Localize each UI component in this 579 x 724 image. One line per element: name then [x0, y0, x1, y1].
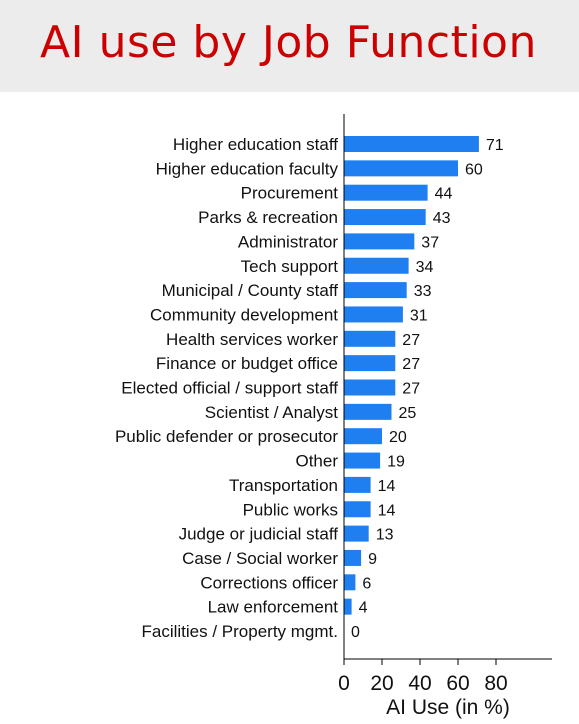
- x-axis-label: AI Use (in %): [386, 696, 510, 719]
- x-tick-label: 40: [408, 672, 431, 695]
- category-label: Procurement: [241, 184, 339, 203]
- bar: [344, 306, 403, 323]
- category-label: Higher education faculty: [156, 159, 339, 178]
- bar: [344, 184, 428, 201]
- x-tick-label: 60: [446, 672, 469, 695]
- bar: [344, 501, 371, 518]
- value-label: 27: [402, 381, 420, 398]
- bar: [344, 160, 458, 177]
- category-label: Case / Social worker: [182, 549, 338, 568]
- bar: [344, 257, 409, 274]
- value-label: 14: [378, 478, 396, 495]
- x-tick-label: 0: [338, 672, 350, 695]
- category-label: Health services worker: [166, 330, 338, 349]
- value-label: 6: [362, 575, 371, 592]
- value-label: 27: [402, 332, 420, 349]
- bar: [344, 355, 396, 372]
- category-label: Public defender or prosecutor: [115, 427, 338, 446]
- category-label: Elected official / support staff: [121, 379, 338, 398]
- category-label: Finance or budget office: [156, 354, 338, 373]
- category-label: Other: [295, 452, 338, 471]
- value-label: 43: [433, 210, 451, 227]
- x-tick-label: 80: [484, 672, 507, 695]
- bar: [344, 209, 426, 226]
- value-label: 27: [402, 356, 420, 373]
- header-banner: AI use by Job Function: [0, 0, 579, 92]
- value-label: 20: [389, 429, 407, 446]
- category-label: Public works: [243, 500, 338, 519]
- value-label: 14: [378, 502, 396, 519]
- category-label: Higher education staff: [173, 135, 338, 154]
- bar: [344, 330, 396, 347]
- value-label: 44: [435, 186, 453, 203]
- bar-chart: Higher education staff Higher education f…: [115, 114, 552, 719]
- category-label: Law enforcement: [208, 598, 339, 617]
- category-label: Scientist / Analyst: [205, 403, 339, 422]
- x-ticks: 0 20 40 60 80: [338, 659, 508, 695]
- bar: [344, 233, 415, 250]
- value-label: 37: [421, 234, 439, 251]
- value-label: 0: [351, 624, 360, 641]
- x-tick-label: 20: [370, 672, 393, 695]
- category-label: Corrections officer: [200, 573, 338, 592]
- value-label: 19: [387, 454, 405, 471]
- category-label: Administrator: [238, 232, 338, 251]
- value-label: 34: [416, 259, 434, 276]
- value-label: 71: [486, 137, 504, 154]
- bar: [344, 525, 369, 542]
- bar: [344, 452, 381, 469]
- page-title: AI use by Job Function: [40, 17, 537, 68]
- bar: [344, 574, 356, 591]
- value-label: 60: [465, 161, 483, 178]
- value-label: 31: [410, 307, 428, 324]
- bar: [344, 476, 371, 493]
- value-label: 4: [359, 600, 368, 617]
- category-label: Community development: [150, 305, 338, 324]
- category-label: Facilities / Property mgmt.: [142, 622, 339, 641]
- value-label: 33: [414, 283, 432, 300]
- bar: [344, 598, 352, 615]
- category-label: Judge or judicial staff: [179, 525, 339, 544]
- category-label: Transportation: [229, 476, 338, 495]
- category-labels: Higher education staff Higher education f…: [115, 135, 339, 641]
- category-label: Parks & recreation: [198, 208, 338, 227]
- bar: [344, 282, 407, 299]
- bar: [344, 136, 479, 152]
- bar: [344, 428, 382, 445]
- category-label: Municipal / County staff: [162, 281, 339, 300]
- value-label: 9: [368, 551, 377, 568]
- bar: [344, 379, 396, 396]
- value-label: 25: [399, 405, 417, 422]
- bar: [344, 549, 362, 566]
- category-label: Tech support: [241, 257, 339, 276]
- value-label: 13: [376, 527, 394, 544]
- bar: [344, 403, 392, 420]
- bars-group: [344, 136, 479, 615]
